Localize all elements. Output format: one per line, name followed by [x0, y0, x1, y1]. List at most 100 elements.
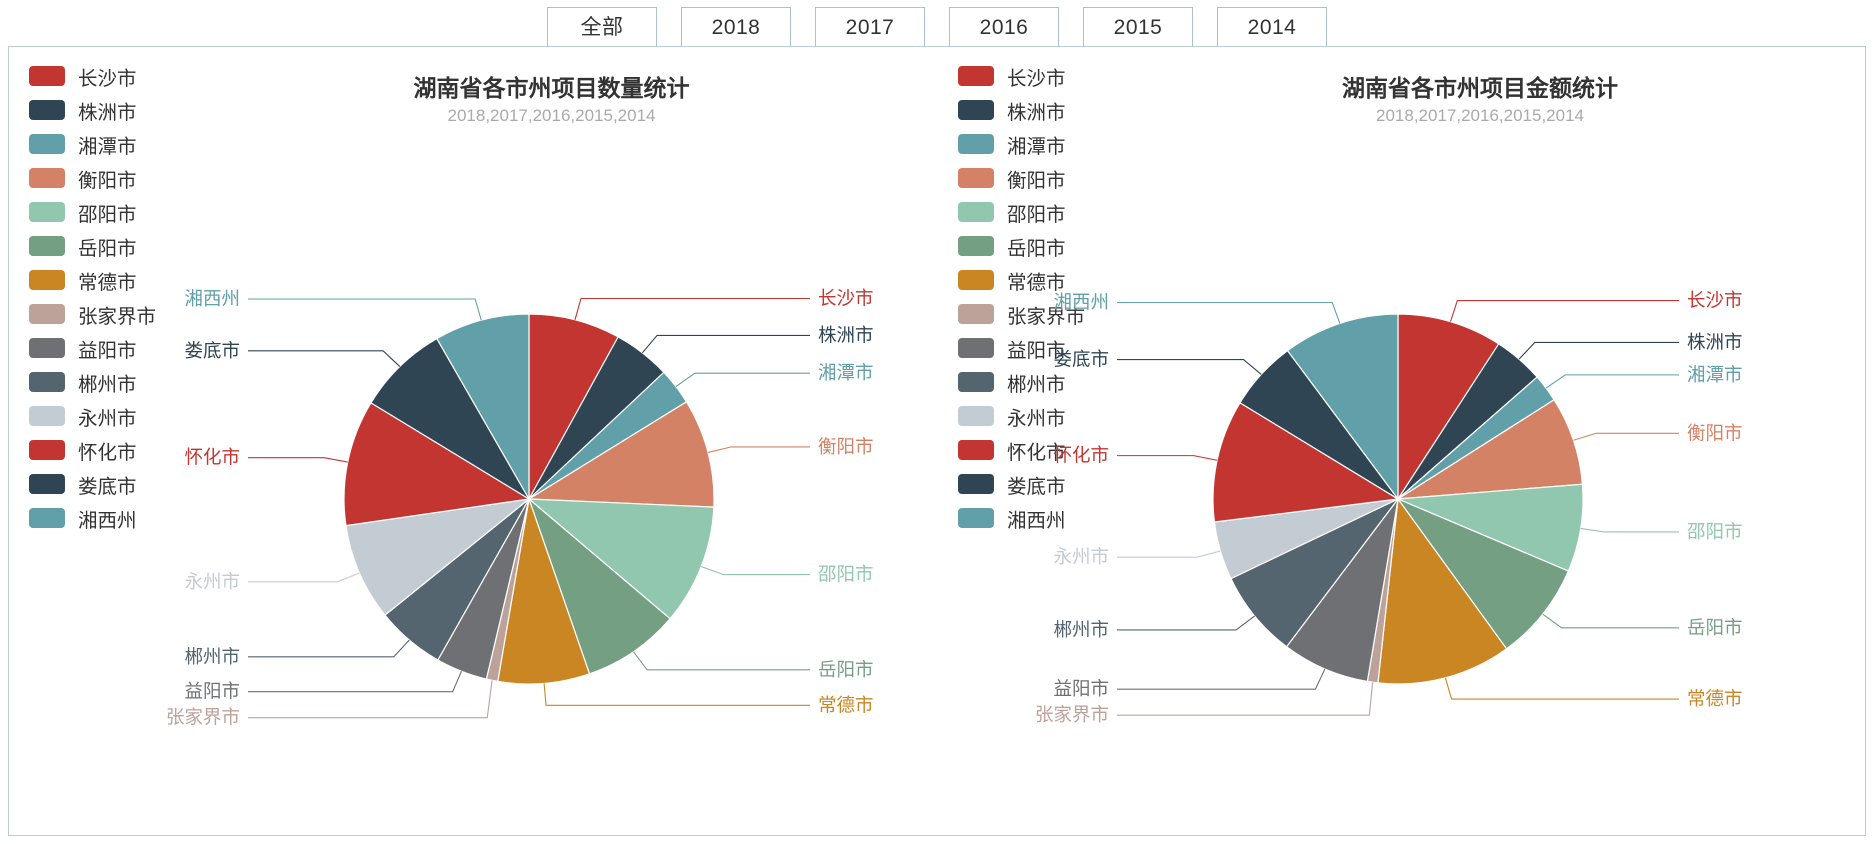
legend-swatch-icon: [958, 304, 994, 324]
legend-item-永州市[interactable]: 永州市: [29, 399, 209, 433]
pie-label-湘潭市: 湘潭市: [1687, 364, 1743, 385]
legend-item-娄底市[interactable]: 娄底市: [958, 467, 1138, 501]
legend-item-label: 株洲市: [78, 101, 137, 124]
pie-slice-永州市[interactable]: [345, 498, 532, 616]
legend-swatch-icon: [958, 508, 994, 528]
legend-item-邵阳市[interactable]: 邵阳市: [958, 195, 1138, 229]
legend-item-label: 郴州市: [1007, 373, 1066, 396]
charts-frame: 长沙市 株洲市 湘潭市 衡阳市 邵阳市 岳阳市 常德市 张家界市 益阳市 郴州市 永州市 怀化市 娄底市…: [8, 46, 1866, 836]
legend-swatch-icon: [958, 440, 994, 460]
pie-label-group-益阳市: 益阳市: [1053, 668, 1326, 699]
legend-item-label: 岳阳市: [1007, 237, 1066, 260]
legend-item-郴州市[interactable]: 郴州市: [958, 365, 1138, 399]
legend-item-益阳市[interactable]: 益阳市: [958, 331, 1138, 365]
legend-item-张家界市[interactable]: 张家界市: [958, 297, 1138, 331]
pie-label-郴州市: 郴州市: [184, 646, 240, 667]
pie-slice-衡阳市[interactable]: [527, 401, 715, 508]
pie-label-益阳市: 益阳市: [1053, 678, 1109, 699]
pie-label-永州市: 永州市: [184, 571, 240, 592]
pie-label-娄底市: 娄底市: [1053, 349, 1109, 370]
year-filter-button-2015[interactable]: 2015: [1083, 7, 1193, 49]
year-filter-button-all[interactable]: 全部: [547, 7, 657, 49]
legend-item-湘西州[interactable]: 湘西州: [958, 501, 1138, 535]
pie-slice-娄底市[interactable]: [370, 337, 530, 500]
legend-item-郴州市[interactable]: 郴州市: [29, 365, 209, 399]
legend-item-岳阳市[interactable]: 岳阳市: [958, 229, 1138, 263]
legend-item-湘西州[interactable]: 湘西州: [29, 501, 209, 535]
pie-label-group-湘潭市: 湘潭市: [675, 362, 874, 387]
pie-project-count[interactable]: 长沙市 株洲市 湘潭市 衡阳市 邵阳市 岳阳市 常德市 湘西州 娄底市 怀化市 永州市 郴州市 益阳市张…: [9, 47, 938, 835]
pie-label-group-长沙市: 长沙市: [1450, 290, 1743, 322]
pie-slice-湘西州[interactable]: [1286, 313, 1399, 501]
pie-label-group-郴州市: 郴州市: [1053, 615, 1256, 640]
pie-slice-常德市[interactable]: [497, 498, 591, 685]
legend-swatch-icon: [958, 406, 994, 426]
year-filter-button-2014[interactable]: 2014: [1217, 7, 1327, 49]
pie-project-amount[interactable]: 长沙市 株洲市 湘潭市 衡阳市 邵阳市 岳阳市 常德市 湘西州 娄底市 怀化市 永州市 郴州市 益阳市张…: [938, 47, 1866, 835]
pie-label-长沙市: 长沙市: [818, 288, 874, 309]
pie-slice-常德市[interactable]: [1377, 497, 1508, 685]
pie-slice-怀化市[interactable]: [1212, 401, 1400, 523]
year-filter-button-2018[interactable]: 2018: [681, 7, 791, 49]
pie-label-怀化市: 怀化市: [184, 447, 240, 468]
legend-item-岳阳市[interactable]: 岳阳市: [29, 229, 209, 263]
legend-swatch-icon: [958, 66, 994, 86]
pie-slice-岳阳市[interactable]: [527, 497, 671, 675]
chart-panel-project-count: 长沙市 株洲市 湘潭市 衡阳市 邵阳市 岳阳市 常德市 张家界市 益阳市 郴州市 永州市 怀化市 娄底市…: [9, 47, 938, 835]
legend-swatch-icon: [29, 270, 65, 290]
legend-item-label: 湘西州: [78, 509, 137, 532]
year-filter-button-2016[interactable]: 2016: [949, 7, 1059, 49]
legend-item-湘潭市[interactable]: 湘潭市: [29, 127, 209, 161]
legend-item-张家界市[interactable]: 张家界市: [29, 297, 209, 331]
legend-item-长沙市[interactable]: 长沙市: [29, 59, 209, 93]
legend-swatch-icon: [958, 202, 994, 222]
pie-label-group-怀化市: 怀化市: [1053, 445, 1218, 466]
pie-slice-长沙市[interactable]: [528, 313, 619, 500]
legend-item-永州市[interactable]: 永州市: [958, 399, 1138, 433]
pie-slice-湘西州[interactable]: [436, 313, 530, 502]
legend-swatch-icon: [29, 202, 65, 222]
legend-item-衡阳市[interactable]: 衡阳市: [29, 161, 209, 195]
legend-swatch-icon: [958, 168, 994, 188]
legend-item-label: 怀化市: [78, 441, 137, 464]
pie-label-group-益阳市: 益阳市: [184, 671, 462, 702]
pie-slice-岳阳市[interactable]: [1396, 497, 1570, 650]
legend-item-常德市[interactable]: 常德市: [958, 263, 1138, 297]
legend-item-娄底市[interactable]: 娄底市: [29, 467, 209, 501]
legend-item-label: 永州市: [78, 407, 137, 430]
pie-slice-邵阳市[interactable]: [527, 498, 715, 620]
year-filter-button-2017[interactable]: 2017: [815, 7, 925, 49]
legend-item-株洲市[interactable]: 株洲市: [29, 93, 209, 127]
legend-project-amount: 长沙市 株洲市 湘潭市 衡阳市 邵阳市 岳阳市 常德市 张家界市 益阳市 郴州市 永州市 怀化市 娄底市…: [958, 59, 1138, 535]
pie-label-group-娄底市: 娄底市: [1053, 349, 1262, 375]
legend-item-label: 衡阳市: [78, 169, 137, 192]
legend-item-label: 衡阳市: [1007, 169, 1066, 192]
chart-panel-project-amount: 长沙市 株洲市 湘潭市 衡阳市 邵阳市 岳阳市 常德市 张家界市 益阳市 郴州市 永州市 怀化市 娄底市…: [938, 47, 1866, 835]
pie-label-长沙市: 长沙市: [1687, 290, 1743, 311]
legend-item-邵阳市[interactable]: 邵阳市: [29, 195, 209, 229]
legend-swatch-icon: [29, 66, 65, 86]
pie-label-group-衡阳市: 衡阳市: [1573, 422, 1743, 443]
pie-label-怀化市: 怀化市: [1053, 445, 1109, 466]
pie-label-group-张家界市: 张家界市: [166, 680, 493, 728]
pie-label-group-衡阳市: 衡阳市: [707, 436, 874, 457]
pie-label-group-常德市: 常德市: [543, 683, 874, 715]
legend-item-怀化市[interactable]: 怀化市: [958, 433, 1138, 467]
legend-swatch-icon: [958, 338, 994, 358]
legend-item-label: 永州市: [1007, 407, 1066, 430]
legend-item-株洲市[interactable]: 株洲市: [958, 93, 1138, 127]
legend-item-长沙市[interactable]: 长沙市: [958, 59, 1138, 93]
legend-item-湘潭市[interactable]: 湘潭市: [958, 127, 1138, 161]
pie-label-株洲市: 株洲市: [1687, 331, 1743, 352]
pie-label-张家界市: 张家界市: [1035, 704, 1109, 725]
legend-item-怀化市[interactable]: 怀化市: [29, 433, 209, 467]
legend-item-益阳市[interactable]: 益阳市: [29, 331, 209, 365]
pie-label-group-张家界市: 张家界市: [1035, 682, 1374, 725]
legend-swatch-icon: [958, 236, 994, 256]
legend-item-衡阳市[interactable]: 衡阳市: [958, 161, 1138, 195]
legend-swatch-icon: [29, 508, 65, 528]
legend-item-label: 岳阳市: [78, 237, 137, 260]
pie-label-group-邵阳市: 邵阳市: [701, 564, 874, 585]
legend-item-常德市[interactable]: 常德市: [29, 263, 209, 297]
